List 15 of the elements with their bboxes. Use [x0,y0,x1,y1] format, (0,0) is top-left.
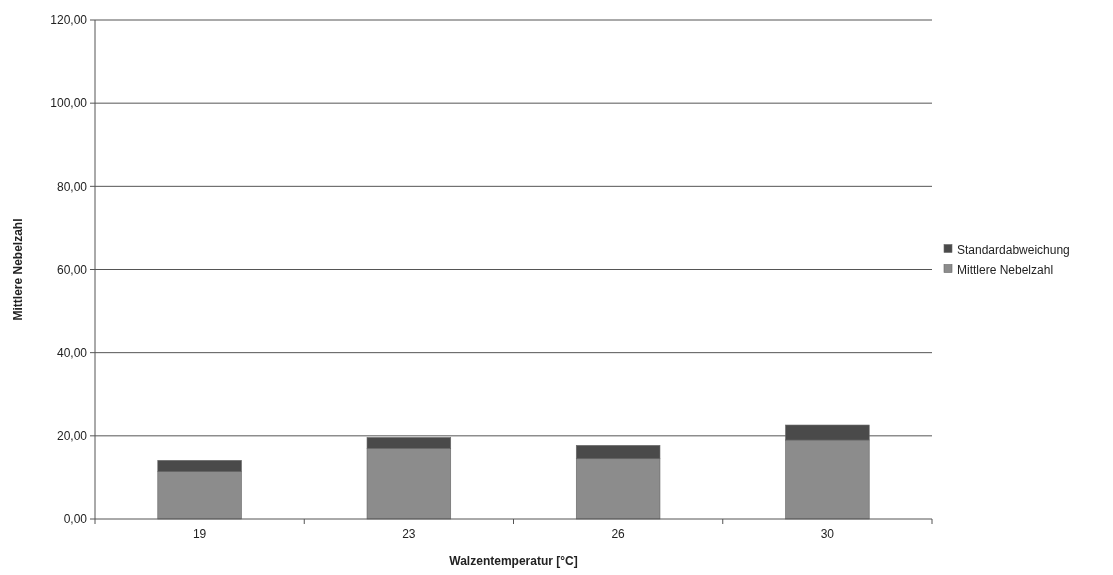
y-axis-title: Mittlere Nebelzahl [11,218,25,321]
y-tick-label: 0,00 [63,512,88,527]
x-tick-label: 19 [192,527,207,541]
y-tick-label: 100,00 [50,96,88,111]
y-tick-label: 80,00 [56,179,88,194]
y-tick-label: 40,00 [56,345,88,360]
y-tick-label: 20,00 [56,429,88,444]
y-tick-label: 120,00 [50,13,88,28]
legend-label: Mittlere Nebelzahl [957,262,1054,277]
x-axis-title: Walzentemperatur [°C] [449,554,578,568]
x-tick-label: 30 [820,527,835,541]
x-tick-label: 23 [402,527,416,541]
x-tick-label: 26 [611,527,626,541]
y-tick-label: 60,00 [56,262,88,277]
legend-label: Standardabweichung [957,242,1070,257]
